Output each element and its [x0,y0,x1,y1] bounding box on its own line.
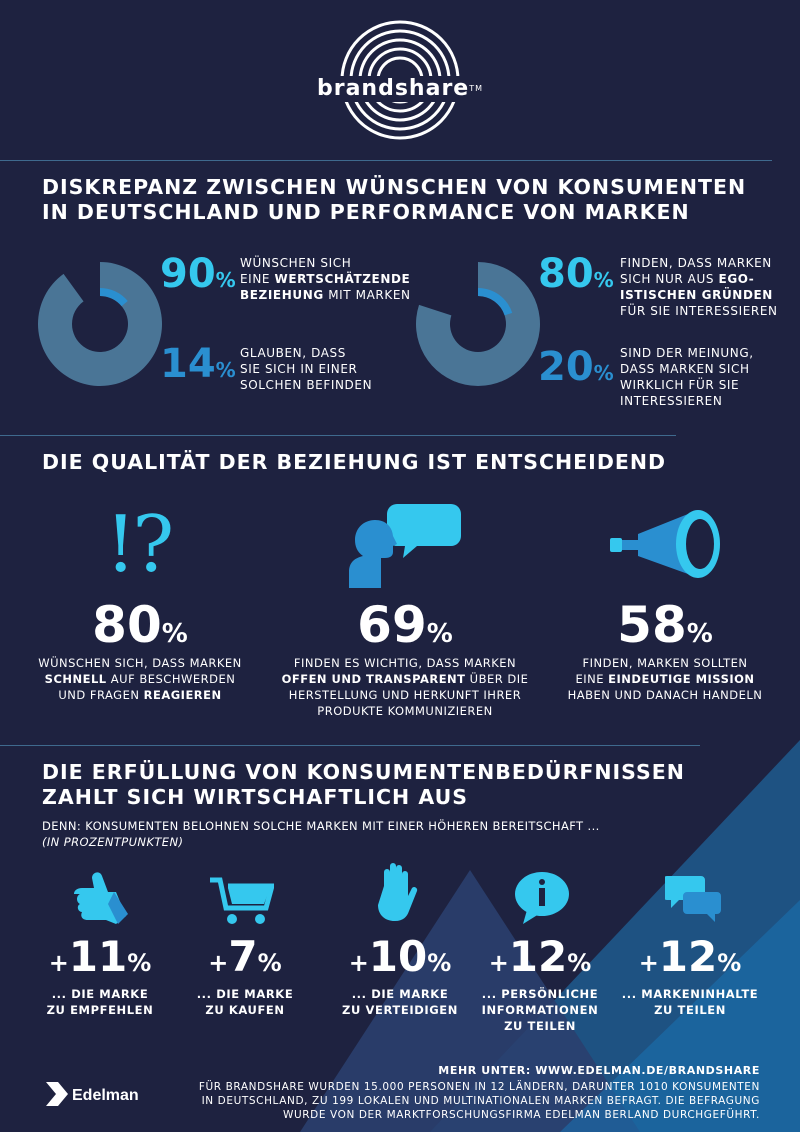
stat-58-col-text: FINDEN, MARKEN SOLLTEN EINE EINDEUTIGE M… [567,656,763,702]
logo-wordmark: brandshareTM [310,76,490,102]
speaking-head-icon [349,504,461,588]
brandshare-logo: brandshareTM [310,18,490,143]
benefit-12-content-label: ... MARKENINHALTE ZU TEILEN [621,987,759,1017]
stat-69-col-text: FINDEN ES WICHTIG, DASS MARKEN OFFEN UND… [281,656,529,718]
section2-title: DIE QUALITÄT DER BEZIEHUNG IST ENTSCHEID… [42,450,667,474]
benefit-10-label: ... DIE MARKE ZU VERTEIDIGEN [342,987,458,1017]
shopping-cart-icon [210,877,274,924]
raised-hand-icon [378,863,418,921]
edelman-logo: Edelman [42,1080,152,1112]
donut-right-inner-arc [478,288,513,316]
divider-3 [0,745,700,746]
stat-69-col: 69% [357,596,453,654]
question-exclamation-icon: !? [105,500,174,590]
stat-58-col: 58% [617,596,713,654]
section3-title: DIE ERFÜLLUNG VON KONSUMENTENBEDÜRFNISSE… [42,760,685,809]
benefit-7-label: ... DIE MARKE ZU KAUFEN [196,987,294,1017]
donut-chart-left [37,262,162,386]
benefit-11-label: ... DIE MARKE ZU EMPFEHLEN [46,987,154,1017]
stat-14-percent: 14% [160,341,236,387]
section3-subtitle: DENN: KONSUMENTEN BELOHNEN SOLCHE MARKEN… [42,819,600,833]
benefit-12-info: +12% [488,932,592,981]
info-bubble-icon [515,872,569,924]
section1-title: DISKREPANZ ZWISCHEN WÜNSCHEN VON KONSUME… [42,175,747,224]
stat-20-percent: 20% [538,344,614,390]
thumbs-up-icon [74,872,128,924]
stat-80-text: FINDEN, DASS MARKEN SICH NUR AUS EGO- IS… [620,256,778,318]
donut-left-outer-arc [37,262,162,386]
divider-1 [0,160,772,161]
stat-20-text: SIND DER MEINUNG, DASS MARKEN SICH WIRKL… [620,346,754,408]
stat-80-col: 80% [92,596,188,654]
stat-90-percent: 90% [160,251,236,297]
benefit-7: +7% [208,932,282,981]
donut-chart-right [416,262,540,386]
benefit-10: +10% [348,932,452,981]
footer-more-link[interactable]: MEHR UNTER: WWW.EDELMAN.DE/BRANDSHARE [438,1064,760,1077]
telescope-icon [610,510,720,578]
benefit-12-content: +12% [638,932,742,981]
section3-unit-note: (IN PROZENTPUNKTEN) [42,835,184,849]
stat-80-percent: 80% [538,251,614,297]
stat-14-text: GLAUBEN, DASS SIE SICH IN EINER SOLCHEN … [240,346,373,392]
divider-2 [0,435,676,436]
footer-method-text: FÜR BRANDSHARE WURDEN 15.000 PERSONEN IN… [198,1081,760,1121]
donut-right-outer-arc [416,262,540,386]
stat-80-col-text: WÜNSCHEN SICH, DASS MARKEN SCHNELL AUF B… [38,656,242,702]
edelman-wordmark: Edelman [72,1087,139,1104]
stat-90-text: WÜNSCHEN SICH EINE WERTSCHÄTZENDE BEZIEH… [240,256,411,302]
donut-left-inner-arc [100,288,128,307]
chat-bubbles-icon [665,876,721,922]
benefit-12-info-label: ... PERSÖNLICHE INFORMATIONEN ZU TEILEN [481,987,599,1033]
benefit-11: +11% [48,932,152,981]
edelman-mark-icon [46,1082,68,1106]
